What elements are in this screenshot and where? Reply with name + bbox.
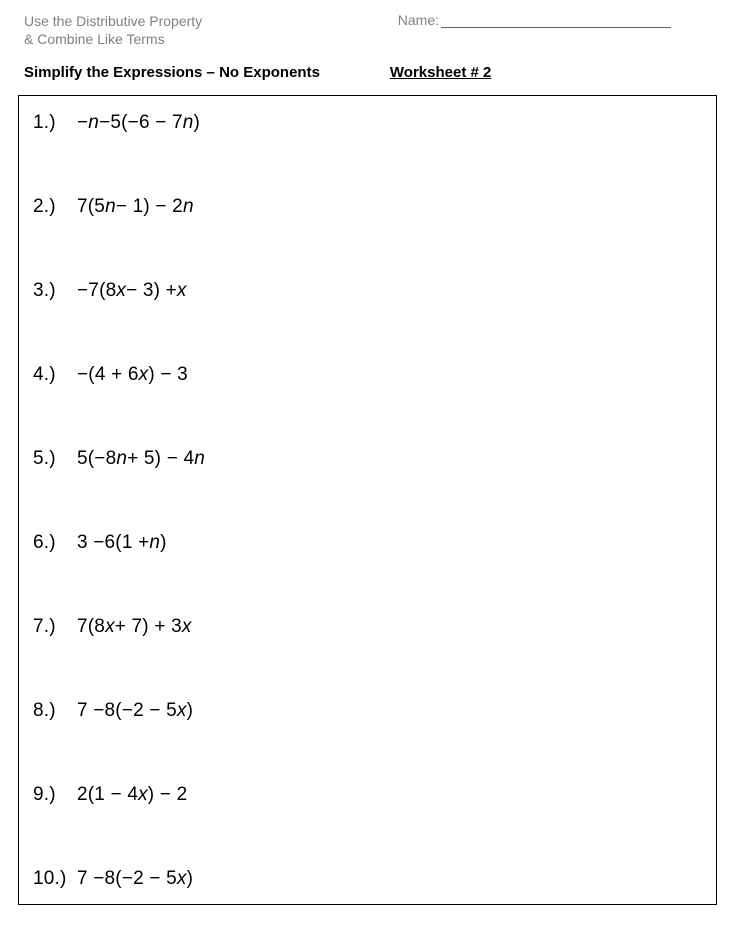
problem-expression: 5(−8n+ 5) − 4n [77,448,205,470]
problem-expression: 7 −8(−2 − 5x) [77,700,193,722]
name-field: Name: [398,12,671,28]
problem-expression: 7(8x+ 7) + 3x [77,616,192,638]
problem-expression: −n−5(−6 − 7n) [77,112,200,134]
problem-number: 5.) [33,448,77,470]
header: Use the Distributive Property & Combine … [18,12,717,48]
problem-row: 7.) 7(8x+ 7) + 3x [33,616,706,638]
title-line-2: & Combine Like Terms [24,30,202,48]
problems-box: 1.) −n−5(−6 − 7n) 2.) 7(5n− 1) − 2n 3.) … [18,95,717,905]
problem-row: 4.) −(4 + 6x) − 3 [33,364,706,386]
instructions: Simplify the Expressions – No Exponents [24,64,320,81]
problem-row: 2.) 7(5n− 1) − 2n [33,196,706,218]
problem-row: 8.) 7 −8(−2 − 5x) [33,700,706,722]
name-label: Name: [398,12,439,28]
problem-number: 7.) [33,616,77,638]
problem-expression: −7(8x− 3) +x [77,280,187,302]
problem-number: 10.) [33,868,77,890]
problem-row: 10.) 7 −8(−2 − 5x) [33,868,706,890]
problem-expression: 2(1 − 4x) − 2 [77,784,187,806]
title-line-1: Use the Distributive Property [24,12,202,30]
problem-number: 4.) [33,364,77,386]
problem-row: 9.) 2(1 − 4x) − 2 [33,784,706,806]
subheader: Simplify the Expressions – No Exponents … [18,64,717,81]
problem-number: 8.) [33,700,77,722]
problem-row: 6.) 3 −6(1 +n) [33,532,706,554]
problem-row: 5.) 5(−8n+ 5) − 4n [33,448,706,470]
problem-row: 1.) −n−5(−6 − 7n) [33,112,706,134]
problem-expression: 3 −6(1 +n) [77,532,167,554]
problem-expression: −(4 + 6x) − 3 [77,364,188,386]
name-blank-line[interactable] [441,14,671,28]
problem-number: 1.) [33,112,77,134]
problem-number: 2.) [33,196,77,218]
worksheet-title: Use the Distributive Property & Combine … [24,12,202,48]
worksheet-number: Worksheet # 2 [390,64,491,81]
problem-number: 3.) [33,280,77,302]
problem-expression: 7(5n− 1) − 2n [77,196,194,218]
problem-expression: 7 −8(−2 − 5x) [77,868,193,890]
problem-row: 3.) −7(8x− 3) +x [33,280,706,302]
worksheet-page: Use the Distributive Property & Combine … [0,0,735,925]
problem-number: 9.) [33,784,77,806]
problem-number: 6.) [33,532,77,554]
